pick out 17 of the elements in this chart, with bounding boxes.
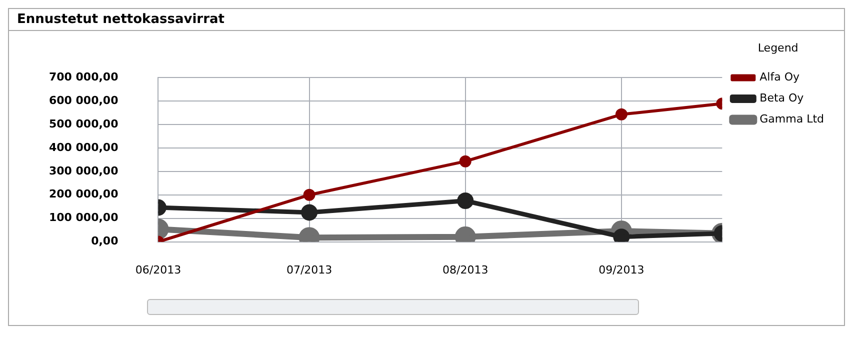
y-tick-label: 100 000,00 [48,211,119,224]
legend-label: Beta Oy [760,92,804,105]
y-tick-label: 200 000,00 [48,188,119,201]
y-tick-label: 0,00 [91,234,119,248]
x-tick-label: 08/2013 [442,263,488,276]
x-tick-label: 07/2013 [286,263,332,276]
y-tick-label: 700 000,00 [48,70,119,84]
y-tick-label: 600 000,00 [48,94,119,107]
legend-title: Legend [758,41,798,54]
chart-title: Ennustetut nettokassavirrat [9,9,844,31]
y-tick-label: 500 000,00 [48,117,119,130]
x-tick-label: 09/2013 [598,263,644,276]
y-tick-label: 400 000,00 [48,140,119,154]
y-tick-label: 300 000,00 [48,164,119,178]
legend-label: Alfa Oy [760,70,800,84]
legend-label: Gamma Ltd [760,112,824,126]
x-tick-label: 06/2013 [135,263,182,276]
